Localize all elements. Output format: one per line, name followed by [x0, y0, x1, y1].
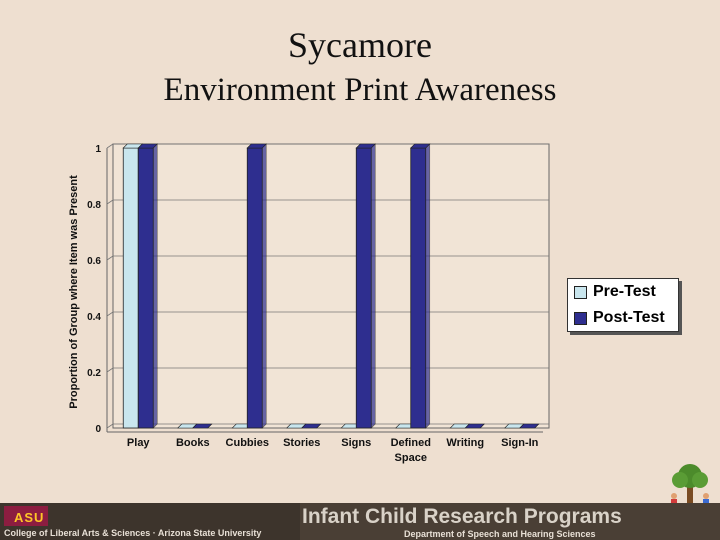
legend-item-post-test: Post-Test [568, 305, 678, 331]
bar-top [519, 423, 540, 429]
gridline-depth [106, 255, 114, 261]
bar-top [246, 143, 267, 149]
bar-top [137, 143, 158, 149]
x-tick-label: Stories [283, 437, 320, 449]
plot-area [112, 143, 550, 429]
legend-item-pre-test: Pre-Test [568, 279, 678, 305]
bar-chart: 0 0.2 0.4 0.6 0.8 1 Proportion of Group where … [68, 143, 550, 464]
y-tick-label: 0.2 [87, 368, 101, 379]
y-tick-label: 0.6 [87, 256, 101, 267]
legend-label-post-test: Post-Test [593, 309, 665, 326]
asu-logo: ASU [4, 506, 48, 526]
gridline-depth [106, 367, 114, 373]
y-tick-label: 0.4 [87, 312, 101, 323]
legend-label-pre-test: Pre-Test [593, 283, 656, 300]
gridline-depth [106, 143, 114, 149]
chart-legend: Pre-Test Post-Test [567, 278, 679, 332]
bar-top [301, 423, 322, 429]
bar-side [261, 143, 267, 429]
legend-swatch-pre-test [574, 285, 587, 299]
gridline-depth [106, 311, 114, 317]
bar-face [355, 147, 372, 429]
legend-swatch-post-test [574, 311, 587, 325]
bar-post-test [519, 423, 540, 429]
footer-banner: ASU College of Liberal Arts & Sciences ·… [0, 503, 720, 540]
bar-top [410, 143, 431, 149]
bar-side [370, 143, 376, 429]
y-tick-label: 0 [95, 424, 101, 435]
x-tick-label: Space [395, 452, 427, 464]
bar-post-test [301, 423, 322, 429]
bar-post-test [192, 423, 213, 429]
bar-face [410, 147, 427, 429]
bar-side [425, 143, 431, 429]
department-name: Department of Speech and Hearing Science… [404, 529, 596, 539]
x-tick-label: Signs [341, 437, 371, 449]
bar-top [192, 423, 213, 429]
x-tick-label: Cubbies [226, 437, 269, 449]
bar-post-test [464, 423, 485, 429]
y-tick-label: 1 [95, 144, 101, 155]
program-title: Infant Child Research Programs [302, 505, 622, 528]
asu-logo-text: ASU [14, 510, 45, 525]
bar-post-test [355, 143, 376, 429]
x-tick-label: Writing [446, 437, 484, 449]
bar-post-test [137, 143, 158, 429]
bar-top [355, 143, 376, 149]
bar-face [122, 147, 139, 429]
x-tick-label: Sign-In [501, 437, 539, 449]
y-axis-title: Proportion of Group where Item was Prese… [68, 175, 80, 409]
gridline-depth [106, 423, 114, 429]
bar-side [152, 143, 158, 429]
page-title: Sycamore [288, 25, 432, 65]
tree-with-children-icon [671, 464, 709, 506]
bar-top [464, 423, 485, 429]
bar-face [137, 147, 154, 429]
y-tick-label: 0.8 [87, 200, 101, 211]
x-tick-label: Books [176, 437, 210, 449]
bar-post-test [246, 143, 267, 429]
bar-face [246, 147, 263, 429]
x-tick-label: Play [127, 437, 151, 449]
footer-left: ASU College of Liberal Arts & Sciences ·… [0, 503, 300, 540]
x-tick-label: Defined [391, 437, 431, 449]
gridline-depth [106, 199, 114, 205]
page-subtitle: Environment Print Awareness [163, 72, 557, 108]
college-name: College of Liberal Arts & Sciences · Ari… [4, 528, 262, 538]
bar-post-test [410, 143, 431, 429]
